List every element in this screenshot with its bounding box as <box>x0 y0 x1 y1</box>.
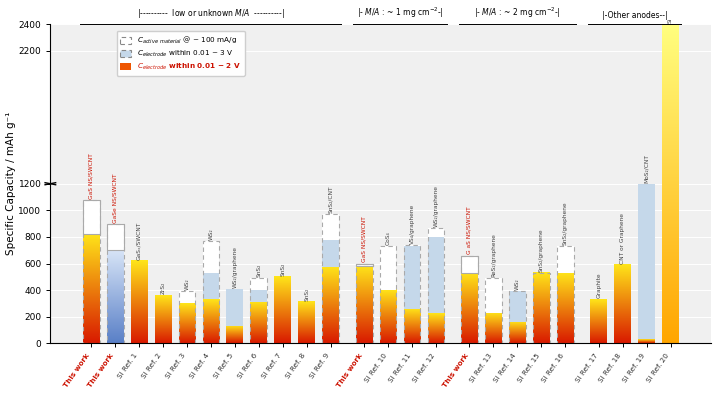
Text: GaSe NS/SWCNT: GaSe NS/SWCNT <box>113 173 118 223</box>
Text: SnS₂: SnS₂ <box>256 264 261 277</box>
Text: |- $M/A$ : ~ 2 mg cm$^{-2}$-|: |- $M/A$ : ~ 2 mg cm$^{-2}$-| <box>474 6 561 20</box>
Bar <box>557 246 574 343</box>
Bar <box>427 237 445 313</box>
Text: WS₂/graphene: WS₂/graphene <box>434 184 439 227</box>
Text: CNT or Graphene: CNT or Graphene <box>620 213 625 264</box>
Bar <box>322 214 339 240</box>
Text: SnS₂/CNT: SnS₂/CNT <box>328 186 333 213</box>
Bar <box>250 278 267 343</box>
Bar <box>82 200 100 234</box>
Text: GaSₓ/SWCNT: GaSₓ/SWCNT <box>136 221 141 260</box>
Bar <box>356 264 373 266</box>
Bar <box>404 246 420 309</box>
Bar <box>461 256 478 273</box>
Text: Graphite: Graphite <box>597 273 602 298</box>
Bar <box>179 292 195 343</box>
Bar <box>250 278 267 290</box>
Bar <box>380 246 397 343</box>
Text: CoS₄: CoS₄ <box>386 231 391 245</box>
Bar <box>380 246 397 290</box>
Bar <box>179 292 195 303</box>
Bar <box>202 241 219 343</box>
Bar <box>404 245 420 343</box>
Text: SnS₂/graphene: SnS₂/graphene <box>563 202 568 245</box>
Bar <box>485 278 502 343</box>
Bar <box>107 224 123 343</box>
Bar <box>356 264 373 343</box>
Text: ZrS₂: ZrS₂ <box>161 282 166 294</box>
Bar <box>509 292 526 343</box>
Bar <box>404 245 420 246</box>
Bar <box>638 184 655 339</box>
Text: WS₂: WS₂ <box>209 228 214 240</box>
Text: |-Other anodes--|: |-Other anodes--| <box>602 11 668 20</box>
Text: SnS₂: SnS₂ <box>280 262 285 276</box>
Text: GaS NS/SWCNT: GaS NS/SWCNT <box>89 153 94 199</box>
Text: ReS₂/graphene: ReS₂/graphene <box>491 233 496 277</box>
Bar <box>227 289 243 326</box>
Bar <box>250 290 267 302</box>
Text: VS₄/graphene: VS₄/graphene <box>409 204 414 244</box>
Bar <box>202 273 219 299</box>
Bar <box>202 241 219 273</box>
Legend: $C_{active\ material}$ @ ~ 100 mA/g, $C_{electrode}$ within 0.01 ~ 3 V, $C_{elec: $C_{active\ material}$ @ ~ 100 mA/g, $C_… <box>117 31 244 76</box>
Text: WS₂: WS₂ <box>184 279 189 290</box>
Text: GaS NS/SWCNT: GaS NS/SWCNT <box>361 217 366 262</box>
Text: SnS₂/graphene: SnS₂/graphene <box>538 228 543 272</box>
Bar <box>485 278 502 313</box>
Text: |----------  low or unknown $M/A$  ----------|: |---------- low or unknown $M/A$ -------… <box>137 7 285 20</box>
Text: Si: Si <box>668 18 673 23</box>
Bar <box>509 292 526 322</box>
Bar <box>82 200 100 343</box>
Bar <box>427 228 445 343</box>
Text: G aS NS/SWCNT: G aS NS/SWCNT <box>467 207 472 255</box>
Text: MoS₂/CNT: MoS₂/CNT <box>644 154 649 183</box>
Bar <box>322 240 339 267</box>
Text: WS₂: WS₂ <box>515 279 520 290</box>
Text: SnS₂: SnS₂ <box>304 288 309 301</box>
Bar <box>557 246 574 273</box>
Text: WS₂/graphene: WS₂/graphene <box>232 246 237 288</box>
Bar <box>461 256 478 343</box>
Bar <box>427 228 445 237</box>
Bar <box>322 214 339 343</box>
Y-axis label: Specific Capacity / mAh g⁻¹: Specific Capacity / mAh g⁻¹ <box>6 112 16 255</box>
Bar <box>107 224 123 250</box>
Bar <box>533 273 550 343</box>
Text: |- $M/A$ : ~ 1 mg cm$^{-2}$-|: |- $M/A$ : ~ 1 mg cm$^{-2}$-| <box>357 6 443 20</box>
